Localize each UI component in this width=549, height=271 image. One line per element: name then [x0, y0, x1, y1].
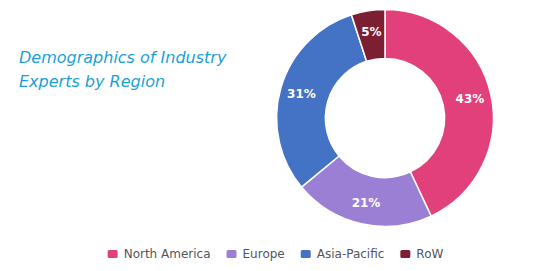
- svg-text:5%: 5%: [361, 25, 381, 39]
- svg-text:Asia-Pacific: Asia-Pacific: [317, 247, 385, 261]
- svg-text:Experts by Region: Experts by Region: [19, 72, 165, 91]
- svg-text:Europe: Europe: [243, 247, 285, 261]
- svg-text:Demographics of Industry: Demographics of Industry: [19, 48, 227, 67]
- svg-text:North America: North America: [124, 247, 211, 261]
- svg-text:31%: 31%: [287, 87, 316, 101]
- svg-text:21%: 21%: [352, 196, 381, 210]
- svg-text:43%: 43%: [456, 92, 485, 106]
- svg-text:RoW: RoW: [416, 247, 443, 261]
